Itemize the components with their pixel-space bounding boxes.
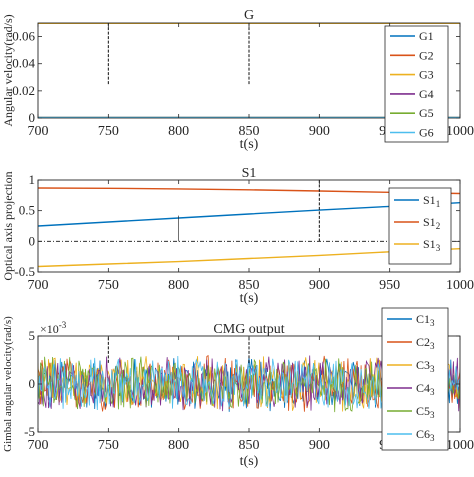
legend-box xyxy=(384,25,449,143)
x-tick-label: 850 xyxy=(239,438,260,453)
x-tick-label: 1000 xyxy=(446,438,474,453)
y-axis-label: Gimbal angular velocity(rad/s) xyxy=(2,316,14,452)
legend-box xyxy=(381,307,449,451)
y-exponent-label: ×10-3 xyxy=(40,320,67,336)
y-tick-label: 0.06 xyxy=(12,29,35,44)
legend: C13 C23 C33 C43 C53 C63 xyxy=(381,307,449,451)
x-axis-label: t(s) xyxy=(240,137,259,152)
y-tick-label: 0.02 xyxy=(12,83,35,98)
y-tick-label: 5 xyxy=(29,328,36,343)
x-tick-label: 1000 xyxy=(446,278,474,293)
chart-title: G xyxy=(244,8,254,23)
legend-label: G3 xyxy=(419,68,434,82)
chart-title: S1 xyxy=(242,166,257,181)
legend-label: G4 xyxy=(419,87,434,101)
x-tick-label: 900 xyxy=(309,278,330,293)
x-axis-label: t(s) xyxy=(240,454,259,469)
chart-2: 700 750 800 850 900 950 1000 -0.5 0 0.5 1 S1 t(s) Opt… xyxy=(1,166,474,306)
y-tick-label: 0 xyxy=(29,376,36,391)
x-tick-label: 1000 xyxy=(446,124,474,139)
legend-label: C43 xyxy=(416,381,435,397)
legend-label: C23 xyxy=(416,335,435,351)
x-tick-label: 700 xyxy=(28,438,49,453)
x-tick-label: 900 xyxy=(309,438,330,453)
legend: G1 G2 G3 G4 G5 G6 xyxy=(384,25,449,143)
chart-title: CMG output xyxy=(213,322,284,337)
legend-label: S13 xyxy=(423,237,441,253)
legend-label: G2 xyxy=(419,48,434,62)
x-tick-label: 700 xyxy=(28,124,49,139)
x-tick-label: 750 xyxy=(98,438,119,453)
x-tick-label: 700 xyxy=(28,278,49,293)
y-tick-label: -5 xyxy=(24,424,35,439)
y-tick-label: -0.5 xyxy=(14,264,35,279)
legend-label: S11 xyxy=(423,193,440,209)
x-tick-label: 750 xyxy=(98,124,119,139)
legend-label: C13 xyxy=(416,312,435,328)
x-tick-label: 800 xyxy=(168,124,189,139)
legend: S11 S12 S13 xyxy=(388,187,452,265)
x-tick-label: 900 xyxy=(309,124,330,139)
legend-label: S12 xyxy=(423,215,440,231)
legend-label: G6 xyxy=(419,126,434,140)
y-axis-label: Angular velocity(rad/s) xyxy=(1,14,15,126)
legend-label: C63 xyxy=(416,427,435,443)
x-tick-label: 750 xyxy=(98,278,119,293)
x-tick-label: 800 xyxy=(168,278,189,293)
y-tick-label: 0.5 xyxy=(19,203,35,218)
y-tick-label: 0.04 xyxy=(12,56,35,71)
y-tick-label: 0 xyxy=(29,233,36,248)
y-tick-label: 1 xyxy=(29,172,36,187)
legend-label: C53 xyxy=(416,404,435,420)
x-tick-label: 950 xyxy=(379,278,400,293)
legend-label: G1 xyxy=(419,29,434,43)
chart-1: 700750800850900950100000.020.040.06Gt(s)… xyxy=(1,8,474,152)
legend-label: C33 xyxy=(416,358,435,374)
legend-box xyxy=(388,187,452,265)
x-tick-label: 800 xyxy=(168,438,189,453)
x-tick-label: 850 xyxy=(239,278,260,293)
y-tick-label: 0 xyxy=(29,110,36,125)
x-tick-label: 850 xyxy=(239,124,260,139)
y-axis-label: Optical axis projection xyxy=(1,171,15,280)
legend-label: G5 xyxy=(419,106,434,120)
x-axis-label: t(s) xyxy=(240,291,259,306)
